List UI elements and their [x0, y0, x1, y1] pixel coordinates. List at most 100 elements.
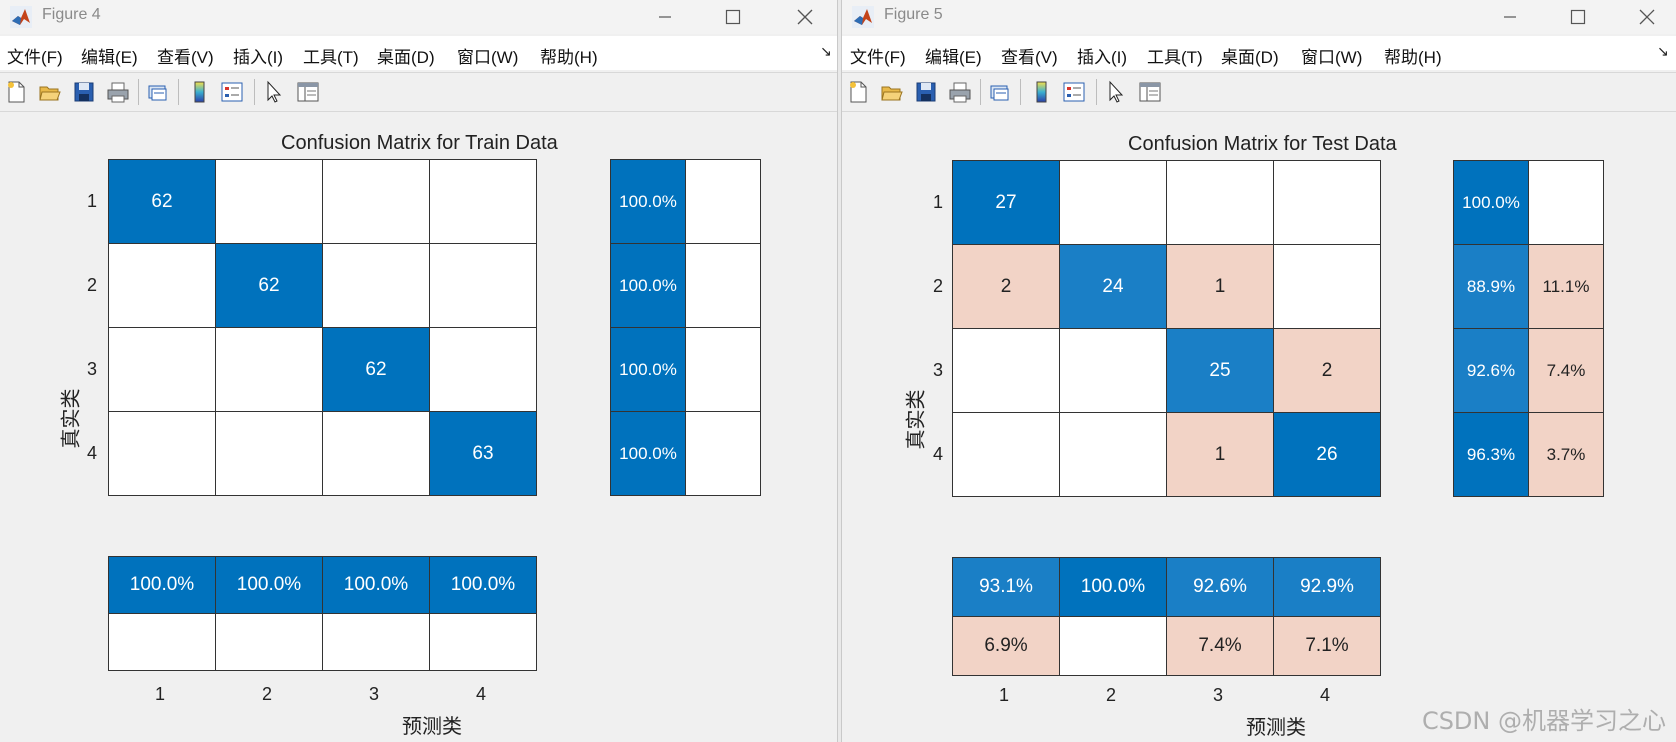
diagonal-cell: 62 [108, 159, 216, 244]
y-tick-label: 2 [933, 276, 944, 296]
row-error-percent [1528, 160, 1604, 245]
column-correct-percent: 92.9% [1273, 557, 1381, 617]
column-summary: 93.1% 100.0% 92.6% 92.9% 6.9% 7.4% 7.1% [952, 557, 1381, 676]
off-diagonal-cell: 2 [1273, 328, 1381, 413]
dock-arrow-icon[interactable]: ↘ [820, 44, 832, 60]
menu-view[interactable]: 查看(V) [157, 48, 214, 67]
close-icon [797, 9, 813, 25]
x-tick-label: 2 [262, 684, 273, 704]
menu-edit[interactable]: 编辑(E) [925, 48, 982, 67]
colorbar-icon[interactable] [188, 80, 212, 104]
menu-insert[interactable]: 插入(I) [233, 48, 284, 67]
toolbar [842, 72, 1676, 112]
menu-tools[interactable]: 工具(T) [1147, 48, 1203, 67]
minimize-button[interactable] [1483, 0, 1537, 34]
maximize-button[interactable] [1551, 0, 1605, 34]
menu-file[interactable]: 文件(F) [7, 48, 63, 67]
column-error-percent [215, 613, 323, 671]
y-tick-label: 3 [933, 360, 944, 380]
open-file-icon[interactable] [880, 80, 904, 104]
diagonal-cell: 27 [952, 160, 1060, 245]
off-diagonal-cell [1273, 160, 1381, 245]
print-icon[interactable] [948, 80, 972, 104]
menu-insert[interactable]: 插入(I) [1077, 48, 1128, 67]
off-diagonal-cell [215, 411, 323, 496]
link-plot-icon[interactable] [146, 80, 170, 104]
link-plot-icon[interactable] [988, 80, 1012, 104]
menu-view[interactable]: 查看(V) [1001, 48, 1058, 67]
column-correct-percent: 92.6% [1166, 557, 1274, 617]
matlab-logo-icon [10, 6, 32, 28]
maximize-icon [725, 9, 741, 25]
column-error-percent: 7.1% [1273, 616, 1381, 676]
legend-icon[interactable] [1062, 80, 1086, 104]
x-tick-label: 4 [476, 684, 487, 704]
off-diagonal-cell [322, 159, 430, 244]
diagonal-cell: 62 [215, 243, 323, 328]
plot-title: Confusion Matrix for Test Data [1128, 133, 1397, 155]
property-inspector-icon[interactable] [296, 80, 320, 104]
row-error-percent [685, 327, 761, 412]
row-correct-percent: 100.0% [610, 243, 686, 328]
x-axis-label: 预测类 [402, 714, 462, 738]
menu-file[interactable]: 文件(F) [850, 48, 906, 67]
x-tick-label: 3 [369, 684, 380, 704]
off-diagonal-cell [1059, 328, 1167, 413]
open-file-icon[interactable] [38, 80, 62, 104]
save-icon[interactable] [72, 80, 96, 104]
watermark: CSDN @机器学习之心 [1421, 707, 1666, 735]
y-tick-label: 4 [87, 443, 98, 463]
column-error-percent: 7.4% [1166, 616, 1274, 676]
menu-window[interactable]: 窗口(W) [457, 48, 519, 67]
column-error-percent [1059, 616, 1167, 676]
off-diagonal-cell: 1 [1166, 412, 1274, 497]
title-bar[interactable]: Figure 5 [842, 0, 1676, 34]
menu-desktop[interactable]: 桌面(D) [1221, 48, 1279, 67]
new-figure-icon[interactable] [4, 80, 28, 104]
off-diagonal-cell [215, 327, 323, 412]
plot-title: Confusion Matrix for Train Data [281, 132, 558, 154]
diagonal-cell: 26 [1273, 412, 1381, 497]
menu-bar: 文件(F) 编辑(E) 查看(V) 插入(I) 工具(T) 桌面(D) 窗口(W… [0, 36, 837, 70]
minimize-icon [1504, 16, 1516, 18]
menu-help[interactable]: 帮助(H) [1384, 48, 1442, 67]
off-diagonal-cell [1273, 244, 1381, 329]
title-bar[interactable]: Figure 4 [0, 0, 837, 34]
menu-edit[interactable]: 编辑(E) [81, 48, 138, 67]
y-axis-label: 真实类 [58, 388, 83, 449]
maximize-button[interactable] [706, 0, 760, 34]
legend-icon[interactable] [220, 80, 244, 104]
row-correct-percent: 100.0% [610, 411, 686, 496]
y-axis-label: 真实类 [903, 389, 928, 450]
save-icon[interactable] [914, 80, 938, 104]
toolbar-separator [1096, 79, 1097, 105]
close-button[interactable] [778, 0, 832, 34]
new-figure-icon[interactable] [846, 80, 870, 104]
pointer-icon[interactable] [262, 80, 286, 104]
minimize-button[interactable] [638, 0, 692, 34]
colorbar-icon[interactable] [1030, 80, 1054, 104]
menu-window[interactable]: 窗口(W) [1301, 48, 1363, 67]
pointer-icon[interactable] [1104, 80, 1128, 104]
row-error-percent [685, 159, 761, 244]
row-correct-percent: 92.6% [1453, 328, 1529, 413]
window-title: Figure 4 [42, 6, 101, 23]
toolbar-separator [178, 79, 179, 105]
column-error-percent: 6.9% [952, 616, 1060, 676]
off-diagonal-cell [1166, 160, 1274, 245]
row-error-percent: 3.7% [1528, 412, 1604, 497]
menu-desktop[interactable]: 桌面(D) [377, 48, 435, 67]
toolbar-separator [254, 79, 255, 105]
x-tick-label: 4 [1320, 685, 1331, 705]
maximize-icon [1570, 9, 1586, 25]
dock-arrow-icon[interactable]: ↘ [1657, 44, 1669, 60]
close-button[interactable] [1620, 0, 1674, 34]
property-inspector-icon[interactable] [1138, 80, 1162, 104]
print-icon[interactable] [106, 80, 130, 104]
row-error-percent: 11.1% [1528, 244, 1604, 329]
menu-help[interactable]: 帮助(H) [540, 48, 598, 67]
row-summary: 100.0% 100.0% 100.0% 100.0% [610, 159, 761, 496]
off-diagonal-cell [1059, 160, 1167, 245]
off-diagonal-cell [215, 159, 323, 244]
menu-tools[interactable]: 工具(T) [303, 48, 359, 67]
